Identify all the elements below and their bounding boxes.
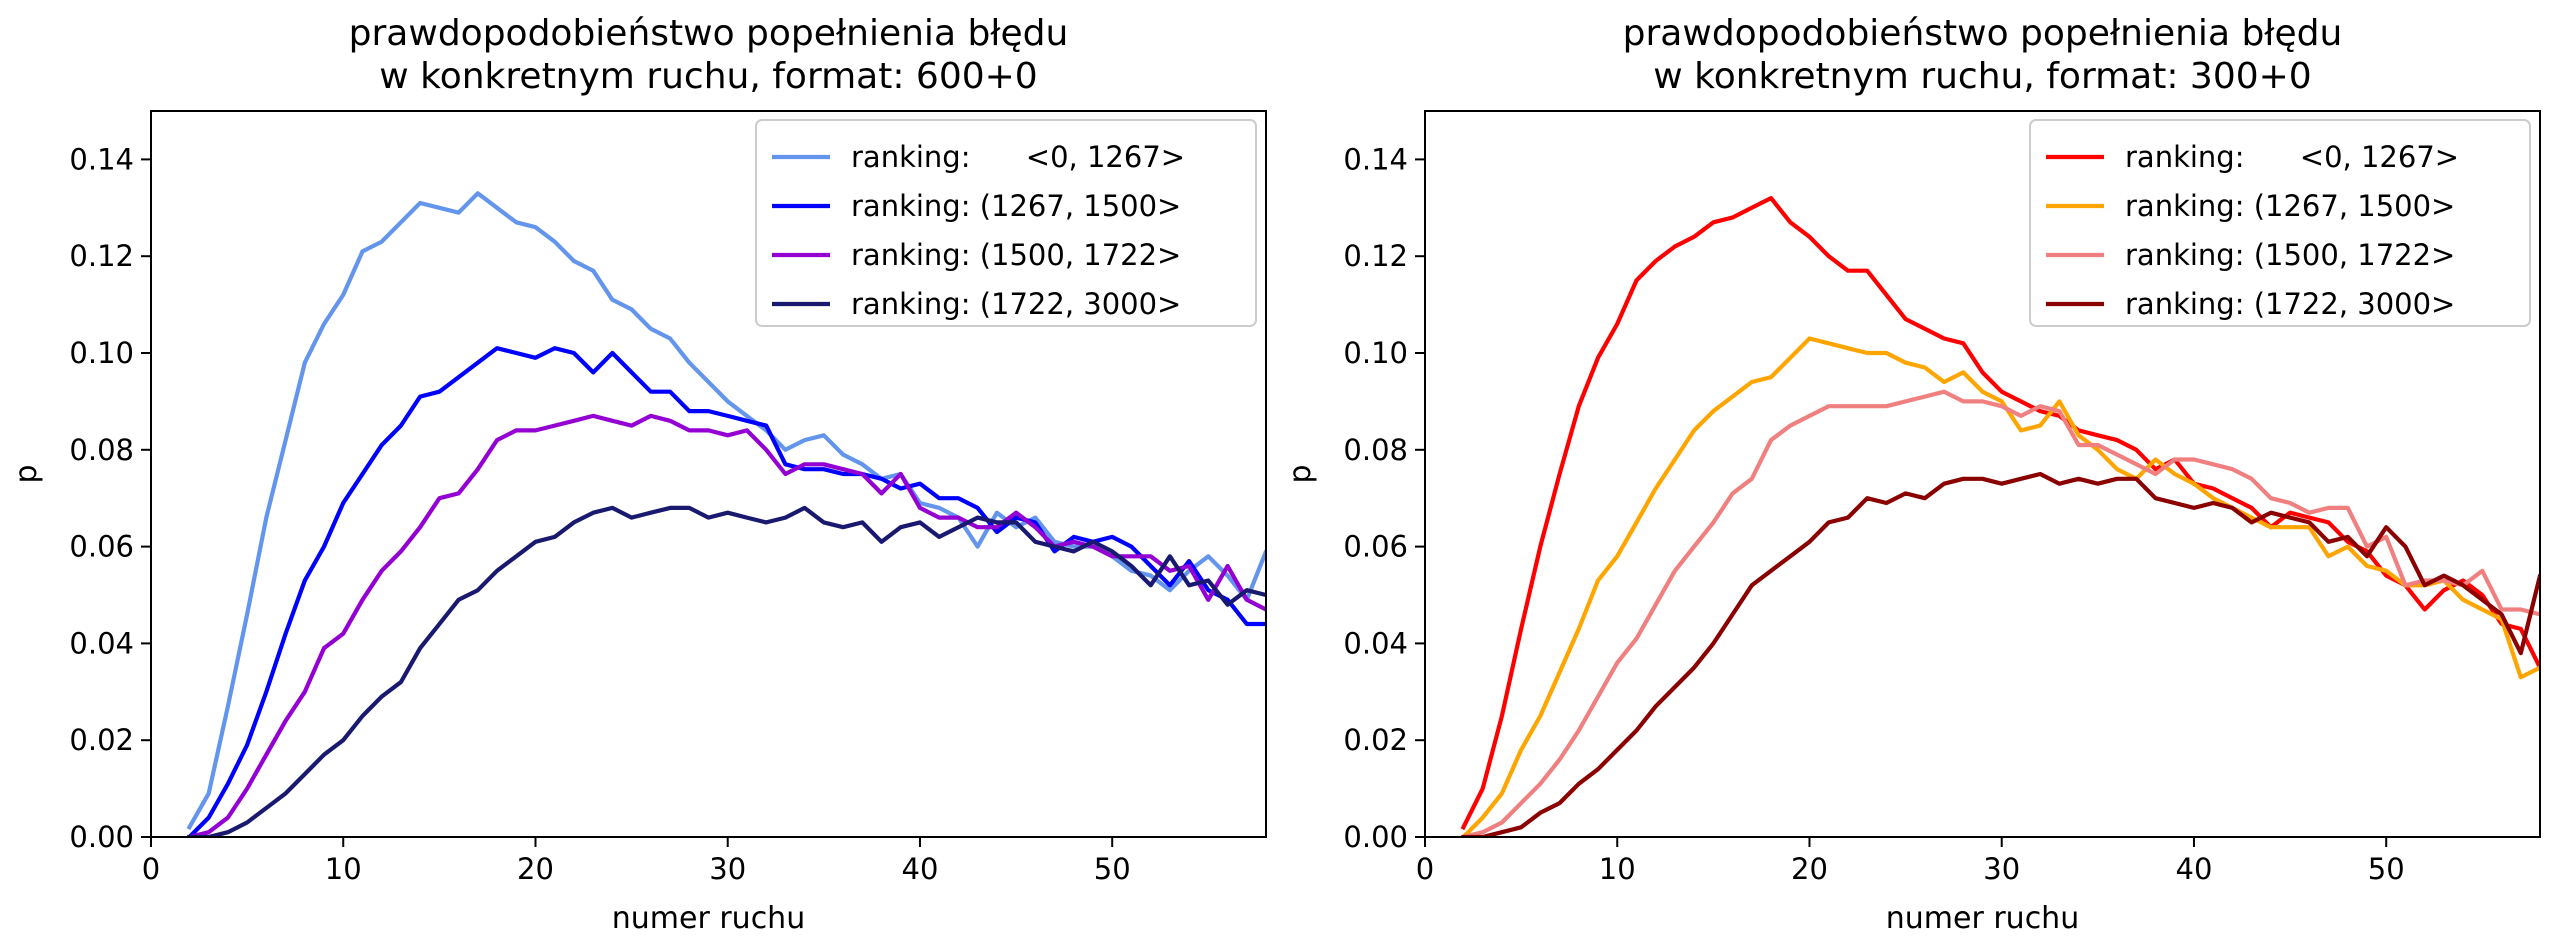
y-tick-label: 0.12 xyxy=(69,239,134,273)
y-tick-label: 0.08 xyxy=(1343,433,1408,467)
chart-title-line: prawdopodobieństwo popełnienia błędu xyxy=(349,13,1069,54)
legend-label: ranking: <0, 1267> xyxy=(2125,140,2459,174)
y-tick-label: 0.04 xyxy=(1343,626,1408,660)
x-tick-label: 10 xyxy=(325,852,362,886)
x-axis-label: numer ruchu xyxy=(1886,901,2079,936)
chart-title-line: prawdopodobieństwo popełnienia błędu xyxy=(1623,13,2343,54)
x-tick-label: 50 xyxy=(2368,852,2405,886)
y-axis-label: p xyxy=(9,464,44,483)
series-line xyxy=(1461,471,2540,837)
x-tick-label: 20 xyxy=(1791,852,1828,886)
y-tick-label: 0.00 xyxy=(69,820,134,854)
series-line xyxy=(1460,196,2540,831)
y-tick-label: 0.10 xyxy=(69,336,134,370)
y-tick-label: 0.10 xyxy=(1343,336,1408,370)
x-tick-label: 40 xyxy=(2176,852,2213,886)
axes-frame xyxy=(1424,110,2541,838)
y-tick-label: 0.14 xyxy=(69,142,134,176)
y-tick-label: 0.06 xyxy=(1343,530,1408,564)
legend: ranking: <0, 1267> ranking: (1267, 1500> r… xyxy=(2029,119,2531,327)
series-line xyxy=(186,413,1266,837)
x-tick-label: 0 xyxy=(142,852,160,886)
x-axis-label: numer ruchu xyxy=(612,901,805,936)
legend-label: ranking: (1267, 1500> xyxy=(2125,189,2455,223)
x-tick-label: 0 xyxy=(1416,852,1434,886)
y-tick-label: 0.02 xyxy=(1343,723,1408,757)
x-tick-label: 50 xyxy=(1094,852,1131,886)
legend-label: ranking: (1722, 3000> xyxy=(2125,287,2455,321)
series-line xyxy=(187,505,1266,837)
axes-frame xyxy=(150,110,1267,838)
plot-area xyxy=(186,191,1266,837)
x-tick-label: 30 xyxy=(1983,852,2020,886)
y-tick-label: 0.02 xyxy=(69,723,134,757)
legend: ranking: <0, 1267> ranking: (1267, 1500> r… xyxy=(755,119,1257,327)
y-tick-label: 0.14 xyxy=(1343,142,1408,176)
y-tick-label: 0.12 xyxy=(1343,239,1408,273)
y-tick-label: 0.00 xyxy=(1343,820,1408,854)
series-line xyxy=(1460,389,2540,837)
y-tick-label: 0.06 xyxy=(69,530,134,564)
x-tick-label: 20 xyxy=(517,852,554,886)
x-tick-label: 10 xyxy=(1599,852,1636,886)
y-axis-label: p xyxy=(1283,464,1318,483)
legend-label: ranking: <0, 1267> xyxy=(851,140,1185,174)
chart-title-line: w konkretnym ruchu, format: 300+0 xyxy=(1653,56,2311,97)
plot-area xyxy=(1460,196,2540,837)
y-tick-label: 0.08 xyxy=(69,433,134,467)
legend-label: ranking: (1500, 1722> xyxy=(2125,238,2455,272)
legend-label: ranking: (1500, 1722> xyxy=(851,238,1181,272)
x-tick-label: 40 xyxy=(902,852,939,886)
legend-label: ranking: (1267, 1500> xyxy=(851,189,1181,223)
chart-title-line: w konkretnym ruchu, format: 600+0 xyxy=(379,56,1037,97)
legend-box xyxy=(2029,119,2531,327)
x-tick-label: 30 xyxy=(709,852,746,886)
legend-label: ranking: (1722, 3000> xyxy=(851,287,1181,321)
y-tick-label: 0.04 xyxy=(69,626,134,660)
legend-box xyxy=(755,119,1257,327)
series-line xyxy=(186,346,1266,837)
series-line xyxy=(1460,336,2540,837)
